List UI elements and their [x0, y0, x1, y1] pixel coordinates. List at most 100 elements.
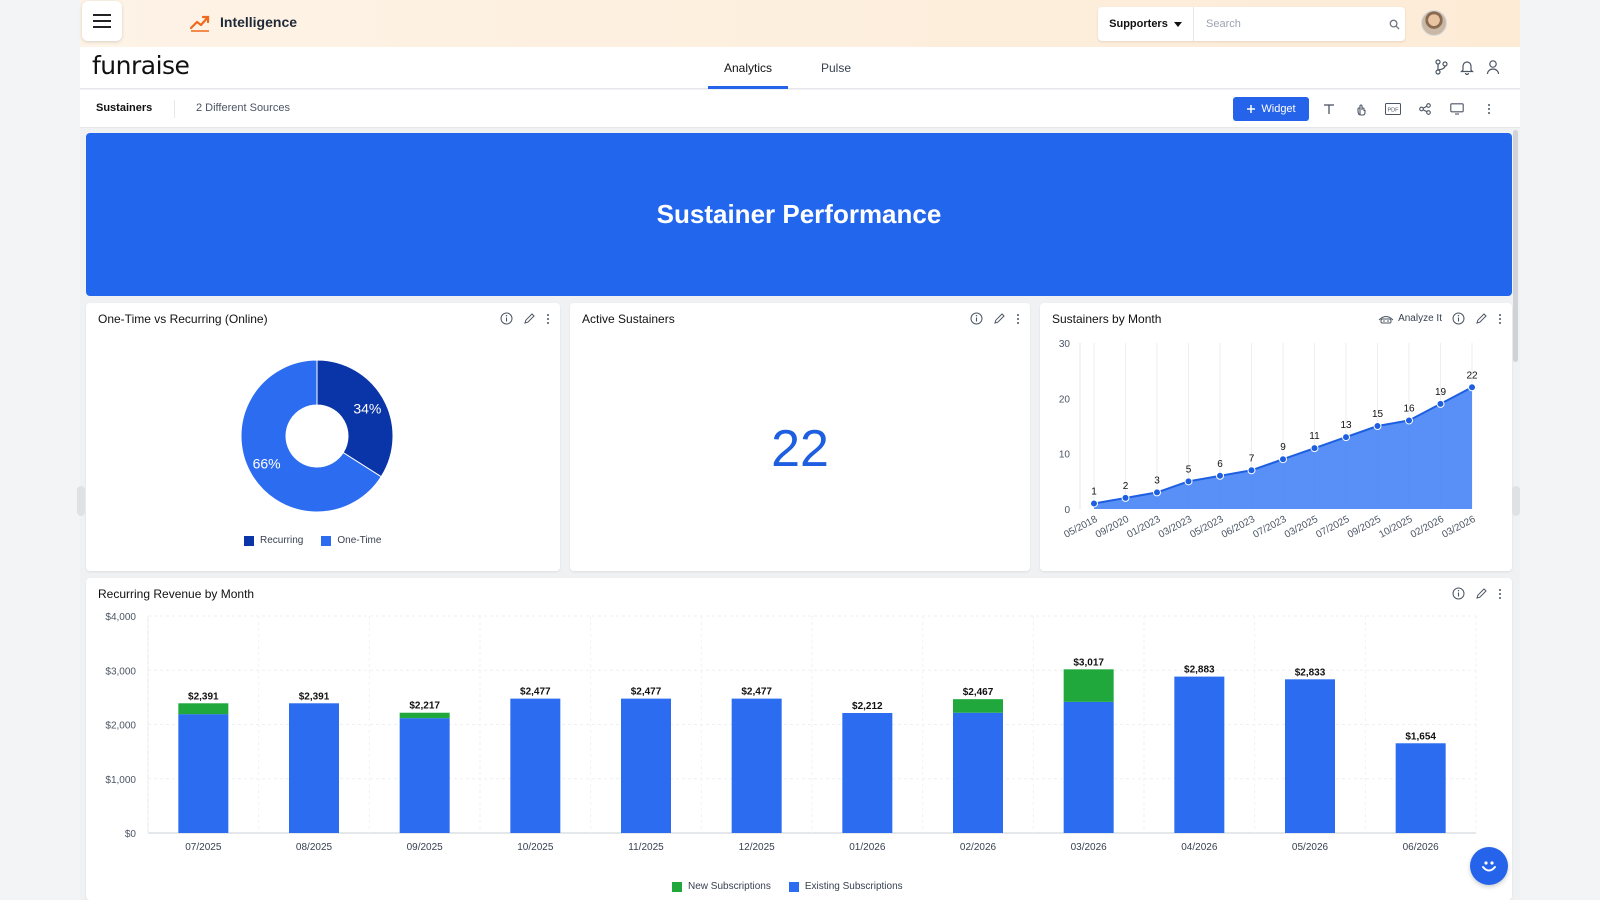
- more-icon[interactable]: [1498, 588, 1502, 600]
- monitor-icon[interactable]: [1448, 100, 1466, 118]
- top-bar: Intelligence Supporters: [80, 0, 1520, 47]
- y-tick-label: $1,000: [105, 775, 136, 786]
- legend-item-existing-subscriptions[interactable]: Existing Subscriptions: [788, 881, 903, 892]
- main-header: funraise Analytics Pulse: [80, 47, 1520, 89]
- area-fill: [1094, 387, 1472, 509]
- y-tick-label: $2,000: [105, 721, 136, 732]
- menu-icon: [93, 14, 111, 28]
- card-actions: [1452, 587, 1502, 600]
- search-input[interactable]: [1194, 9, 1383, 39]
- data-label: 19: [1435, 387, 1447, 398]
- bell-icon[interactable]: [1460, 59, 1474, 80]
- toolbar-divider: [174, 100, 175, 118]
- right-panel-handle[interactable]: [1512, 486, 1520, 516]
- search-scope-dropdown[interactable]: Supporters: [1098, 7, 1194, 41]
- bar-existing-subscriptions: [1395, 743, 1446, 833]
- more-icon[interactable]: [1480, 100, 1498, 118]
- data-label: 11: [1309, 431, 1320, 442]
- data-label: 7: [1249, 453, 1255, 464]
- data-point: [1310, 444, 1319, 453]
- data-label: 3: [1154, 475, 1160, 486]
- x-tick-label: 09/2025: [407, 842, 444, 853]
- bar-existing-subscriptions: [510, 698, 561, 833]
- donut-value-label: 66%: [253, 456, 281, 472]
- more-icon[interactable]: [546, 313, 550, 325]
- pencil-icon[interactable]: [993, 312, 1006, 325]
- user-icon[interactable]: [1486, 59, 1500, 80]
- pencil-icon[interactable]: [1475, 587, 1488, 600]
- data-label: 16: [1403, 403, 1415, 414]
- info-icon[interactable]: [1452, 587, 1465, 600]
- x-tick-label: 05/2023: [1188, 514, 1225, 541]
- data-point: [1279, 455, 1287, 464]
- branch-icon[interactable]: [1434, 59, 1448, 80]
- search-bar: Supporters: [1098, 7, 1405, 41]
- x-tick-label: 03/2026: [1440, 514, 1477, 541]
- data-point: [1468, 383, 1476, 392]
- add-widget-button[interactable]: Widget: [1233, 97, 1309, 121]
- tab-analytics[interactable]: Analytics: [708, 47, 788, 89]
- data-point: [1184, 477, 1193, 486]
- card-title: Sustainers by Month: [1052, 312, 1162, 326]
- legend-item-one-time[interactable]: One-Time: [321, 535, 381, 546]
- pdf-icon[interactable]: PDF: [1384, 100, 1402, 118]
- legend-item-new-subscriptions[interactable]: New Subscriptions: [672, 881, 771, 892]
- plus-icon: [1247, 105, 1256, 113]
- card-title: Active Sustainers: [582, 312, 675, 326]
- info-icon[interactable]: [1452, 312, 1465, 325]
- tab-pulse[interactable]: Pulse: [820, 60, 852, 75]
- x-tick-label: 01/2026: [849, 842, 886, 853]
- app-window: Intelligence Supporters funraise Analyti…: [80, 0, 1520, 900]
- more-icon[interactable]: [1016, 313, 1020, 325]
- pencil-icon[interactable]: [1475, 312, 1488, 325]
- scrollbar[interactable]: [1513, 130, 1518, 362]
- bar-existing-subscriptions: [1174, 676, 1225, 833]
- x-tick-label: 06/2023: [1220, 514, 1257, 541]
- bar-existing-subscriptions: [399, 718, 450, 833]
- text-icon[interactable]: [1320, 100, 1338, 118]
- avatar[interactable]: [1421, 10, 1447, 36]
- more-icon[interactable]: [1498, 313, 1502, 325]
- share-icon[interactable]: [1416, 100, 1434, 118]
- caret-down-icon: [1173, 21, 1182, 27]
- bar-total-label: $2,391: [299, 691, 330, 702]
- chat-icon: [1482, 861, 1496, 872]
- trend-icon: [190, 15, 210, 32]
- data-point: [1090, 499, 1098, 508]
- bar-existing-subscriptions: [178, 714, 229, 833]
- toolbar-icons: PDF: [1320, 100, 1498, 118]
- data-label: 2: [1123, 481, 1129, 492]
- onetime-vs-recurring-card: One-Time vs Recurring (Online) 34% 66% Re…: [86, 303, 560, 571]
- x-tick-label: 01/2023: [1125, 514, 1162, 541]
- info-icon[interactable]: [970, 312, 983, 325]
- x-tick-label: 10/2025: [517, 842, 554, 853]
- data-label: 1: [1091, 486, 1097, 497]
- bar-total-label: $2,217: [409, 701, 440, 712]
- sustainers-area-chart: 0 10 20 30 1 2 3 5 6 7 9 11 13 15 16 19 22 05/201809/2020…: [1059, 339, 1478, 541]
- sources-label[interactable]: 2 Different Sources: [196, 102, 290, 114]
- main-tabs: Analytics Pulse: [708, 47, 876, 89]
- dashboard-name[interactable]: Sustainers: [96, 102, 153, 114]
- search-icon[interactable]: [1383, 19, 1405, 30]
- info-icon[interactable]: [500, 312, 513, 325]
- analyze-label: Analyze It: [1398, 313, 1442, 324]
- y-tick-label: $0: [125, 829, 137, 840]
- dashboard-toolbar: Sustainers 2 Different Sources Widget PD…: [80, 90, 1520, 128]
- bar-total-label: $2,477: [741, 687, 772, 698]
- x-tick-label: 05/2018: [1062, 514, 1099, 541]
- legend-item-recurring[interactable]: Recurring: [244, 535, 303, 546]
- touch-icon[interactable]: [1352, 100, 1370, 118]
- x-tick-label: 07/2025: [1314, 514, 1351, 541]
- y-tick-label: 30: [1059, 339, 1071, 350]
- card-actions: Analyze It: [1378, 312, 1502, 325]
- x-tick-label: 03/2023: [1157, 514, 1194, 541]
- menu-button[interactable]: [82, 1, 122, 41]
- bar-total-label: $2,391: [188, 691, 219, 702]
- analyze-it-button[interactable]: Analyze It: [1378, 313, 1442, 325]
- pencil-icon[interactable]: [523, 312, 536, 325]
- left-panel-handle[interactable]: [77, 486, 85, 516]
- chat-button[interactable]: [1470, 847, 1508, 885]
- data-point: [1121, 493, 1130, 502]
- data-label: 15: [1372, 409, 1384, 420]
- donut-slice-one-time: [240, 359, 382, 513]
